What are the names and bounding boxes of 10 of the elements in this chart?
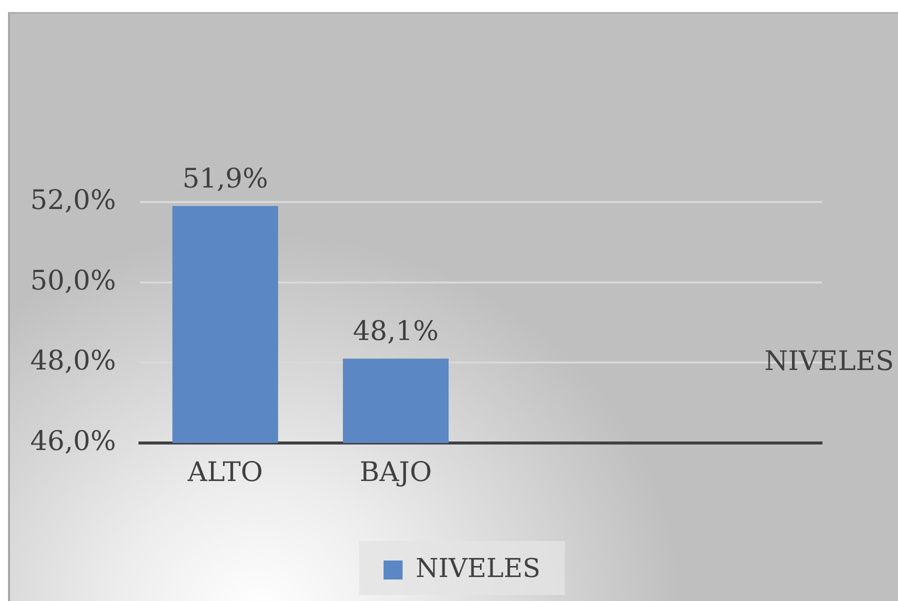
annotation: NIVELES [764,346,894,378]
y-tick-label: 52,0% [30,185,116,216]
x-tick-label: ALTO [186,457,263,488]
y-tick-label: 50,0% [30,265,116,296]
y-tick-label: 48,0% [30,346,116,377]
y-tick-label: 46,0% [30,426,116,458]
data-label: 48,1% [352,316,439,348]
legend-label: NIVELES [416,554,540,584]
data-label: 51,9% [182,164,268,195]
x-tick-label: BAJO [360,457,432,488]
